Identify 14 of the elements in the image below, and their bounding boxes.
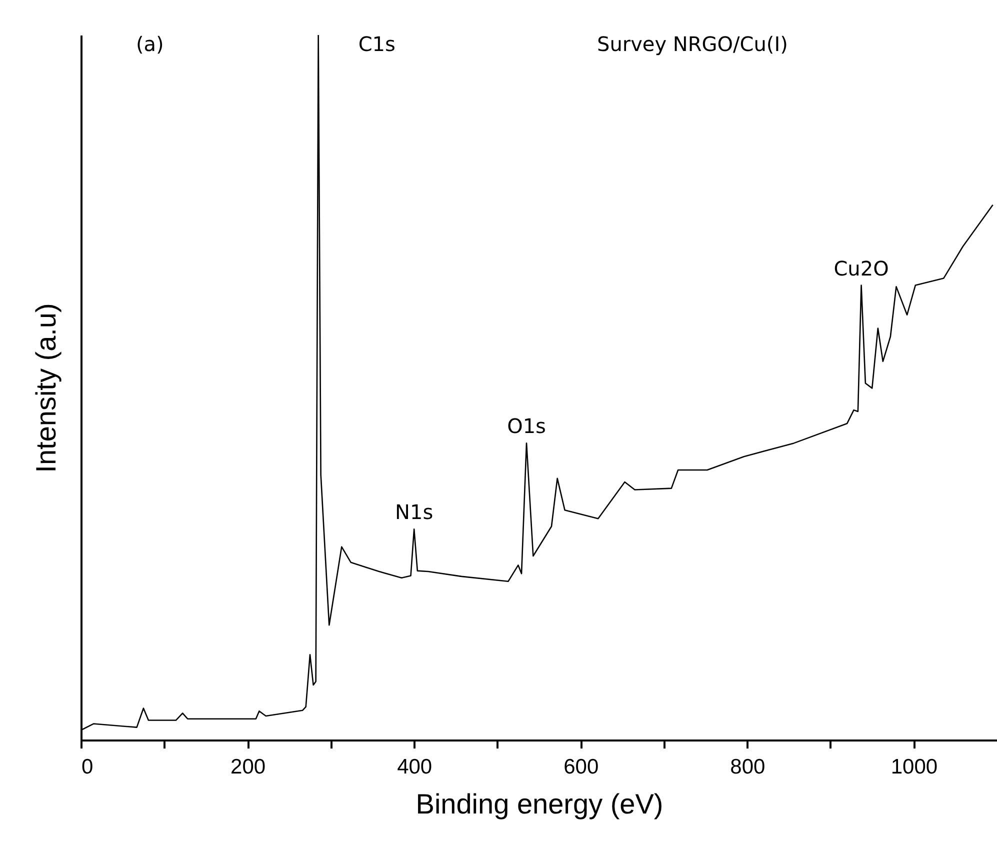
annotation: (a) [136,32,164,56]
x-tick-label: 800 [730,756,766,778]
x-tick-label: 200 [230,756,266,778]
x-tick-label: 600 [564,756,599,778]
x-tick-label: 1000 [890,756,938,778]
annotation: Survey NRGO/Cu(I) [597,32,788,56]
x-tick-label: 0 [82,756,94,778]
annotation: N1s [395,500,434,524]
annotation: C1s [358,32,396,56]
x-tick-label: 400 [397,756,432,778]
annotation: O1s [507,414,546,438]
annotation: Cu2O [834,256,889,280]
y-axis-title: Intensity (a.u) [30,303,62,473]
x-axis-title: Binding energy (eV) [416,788,664,820]
